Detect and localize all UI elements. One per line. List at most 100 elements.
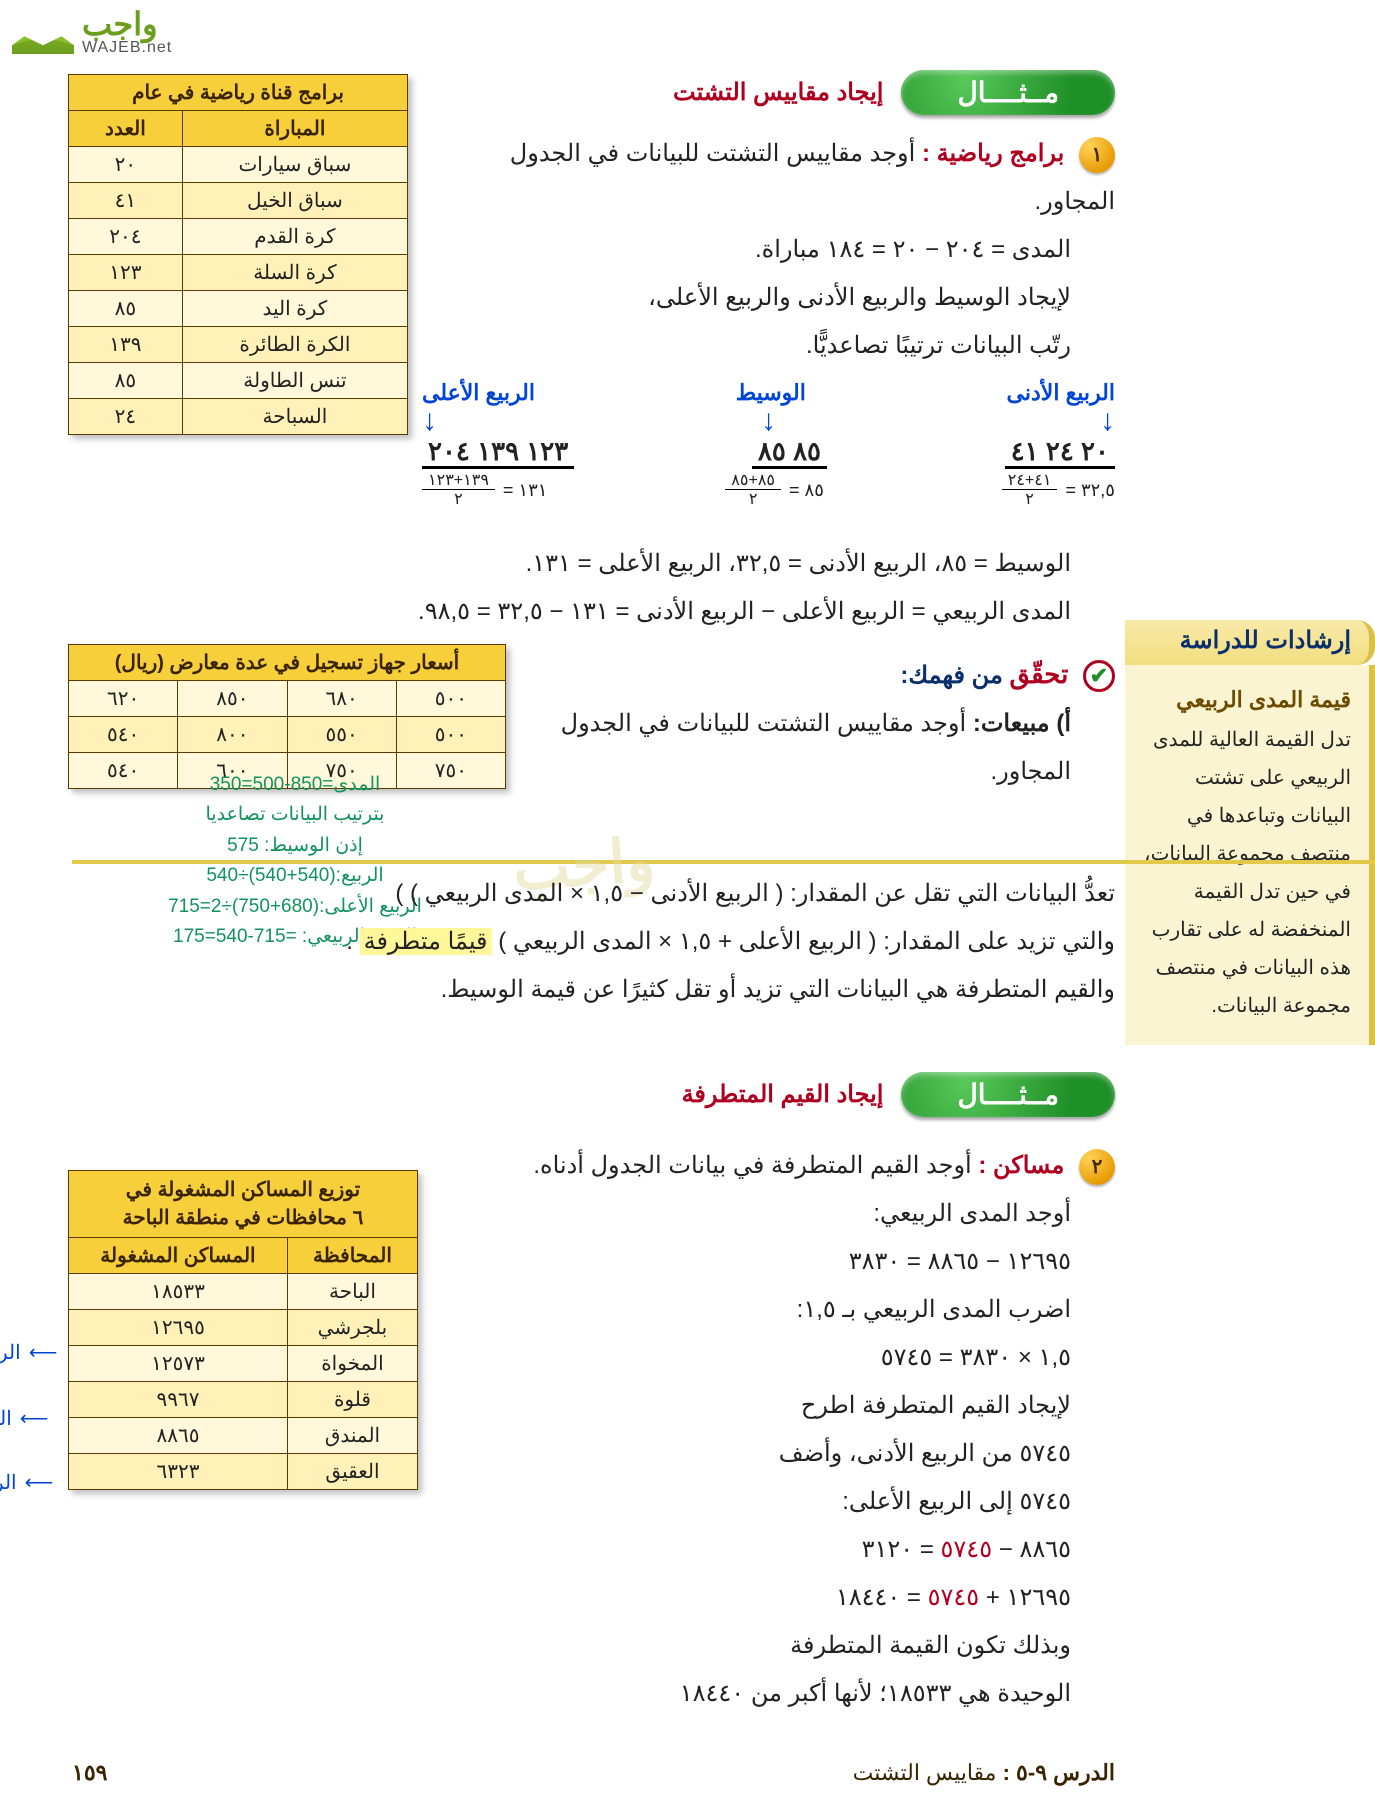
- t3-h2: المساكن المشغولة: [69, 1238, 288, 1274]
- f: ٢: [743, 490, 764, 508]
- example2-title: إيجاد القيم المتطرفة: [682, 1080, 884, 1109]
- t1-c: سباق الخيل: [182, 183, 407, 219]
- ex1-result2: المدى الربيعي = الربيع الأعلى − الربيع ا…: [72, 588, 1115, 636]
- arrow-med-label: الوسيط: [0, 1406, 48, 1431]
- ex1-range: المدى = ٢٠٤ − ٢٠ = ١٨٤ مباراة.: [432, 226, 1115, 274]
- bullet-1-icon: ١: [1079, 137, 1115, 173]
- ex2-l: ٥٧٤٥ من الربيع الأدنى، وأضف: [442, 1430, 1115, 1478]
- t3-h1: المحافظة: [287, 1238, 417, 1274]
- ex2-lead-b: مساكن :: [978, 1152, 1064, 1179]
- t1-c: الكرة الطائرة: [182, 327, 407, 363]
- logo-ar: واجب: [82, 8, 172, 40]
- mid-l2a: والتي تزيد على المقدار: ( الربيع الأعلى …: [492, 928, 1115, 955]
- f: ٤١+٢٤: [1002, 473, 1058, 490]
- bullet-2-icon: ٢: [1079, 1149, 1115, 1185]
- t2c: ٥٠٠: [396, 681, 505, 717]
- lbl-q3: الربيع الأعلى: [422, 380, 535, 406]
- sidebar-tab: إرشادات للدراسة: [1125, 620, 1375, 665]
- ex2-l: ٥٧٤٥: [928, 1584, 980, 1611]
- page-footer: الدرس ٩-٥ : مقاييس التشتت ١٥٩: [72, 1760, 1115, 1786]
- lbl-med: الوسيط: [736, 380, 806, 406]
- t2c: ٦٢٠: [69, 681, 178, 717]
- t3c: المخواة: [287, 1346, 417, 1382]
- f: = ٣٢,٥: [1065, 480, 1115, 501]
- lbl-q1: الربيع الأدنى: [1007, 380, 1115, 406]
- example1-pill: مــثــــال: [901, 70, 1115, 115]
- f: = ١٣١: [503, 480, 548, 501]
- t1-c: السباحة: [182, 399, 407, 435]
- ex2-l: أوجد المدى الربيعي:: [442, 1190, 1115, 1238]
- t3-cap1: توزيع المساكن المشغولة في: [126, 1179, 360, 1201]
- t2c: ٨٥٠: [178, 681, 287, 717]
- example2-pill: مــثــــال: [901, 1072, 1115, 1117]
- check-subtitle: من فهمك:: [900, 662, 1002, 689]
- check-q-label: أ) مبيعات:: [973, 710, 1071, 737]
- mid-l3: والقيم المتطرفة هي البيانات التي تزيد أو…: [72, 966, 1115, 1014]
- t1-c: ٨٥: [69, 363, 183, 399]
- page-content: واجب مــثــــال إيجاد مقاييس التشتت برام…: [72, 70, 1115, 1740]
- t2-caption: أسعار جهاز تسجيل في عدة معارض (ريال): [69, 645, 506, 681]
- ex1-lead: ١ برامج رياضية : أوجد مقاييس التشتت للبي…: [432, 130, 1115, 226]
- nums-q3: ١٢٣ ١٣٩ ٢٠٤: [422, 436, 574, 469]
- t2c: ٥٤٠: [69, 717, 178, 753]
- arrow-q1-label: الربيع الأدنى: [0, 1470, 53, 1495]
- ex2-l: وبذلك تكون القيمة المتطرفة: [442, 1622, 1115, 1670]
- nums-q1: ٢٠ ٢٤ ٤١: [1005, 436, 1115, 469]
- f: ١٣٩+١٢٣: [422, 473, 495, 490]
- t1-c: كرة اليد: [182, 291, 407, 327]
- arrow-q3-label: الربيع الأعلى: [0, 1340, 57, 1365]
- ex2-l: ١٢٦٩٥ − ٨٨٦٥ = ٣٨٣٠: [442, 1238, 1115, 1286]
- ex2-l: ٨٨٦٥ −: [992, 1536, 1071, 1563]
- ex2-lead-r: أوجد القيم المتطرفة في بيانات الجدول أدن…: [533, 1152, 971, 1179]
- ans-l: بترتيب البيانات تصاعديا: [80, 800, 510, 830]
- sidebar-heading: قيمة المدى الربيعي: [1137, 679, 1351, 721]
- t3c: الباحة: [287, 1274, 417, 1310]
- ex2-l: = ٣١٢٠: [862, 1536, 934, 1563]
- mid-l2c: .: [346, 928, 353, 955]
- t1-c: ٤١: [69, 183, 183, 219]
- outlier-definition: تعدُّ البيانات التي تقل عن المقدار: ( ال…: [72, 870, 1115, 1014]
- t3c: ٦٣٢٣: [69, 1454, 288, 1490]
- sidebar-text: تدل القيمة العالية للمدى الربيعي على تشت…: [1137, 721, 1351, 1025]
- book-icon: [12, 10, 74, 54]
- check-icon: ✔: [1083, 660, 1115, 692]
- arrow-down-icon: ↓: [761, 406, 776, 436]
- f: ٢: [1019, 490, 1040, 508]
- t1-h1: المباراة: [182, 111, 407, 147]
- arrow-down-icon: ↓: [1100, 406, 1115, 436]
- t3c: بلجرشي: [287, 1310, 417, 1346]
- check-section: ✔ تحقّق من فهمك: أ) مبيعات: أوجد مقاييس …: [522, 648, 1115, 796]
- t1-c: ١٢٣: [69, 255, 183, 291]
- ex2-l: = ١٨٤٤٠: [836, 1584, 921, 1611]
- ans-l: إذن الوسيط: 575: [80, 831, 510, 861]
- logo-en: WAJEB.net: [82, 40, 172, 56]
- site-logo: واجب WAJEB.net: [12, 8, 172, 56]
- lesson-label: الدرس ٩-٥ :: [1003, 1760, 1115, 1785]
- f: = ٨٥: [789, 480, 824, 501]
- t3c: ٨٨٦٥: [69, 1418, 288, 1454]
- t3c: ٩٩٦٧: [69, 1382, 288, 1418]
- t3-cap2: ٦ محافظات في منطقة الباحة: [123, 1207, 364, 1229]
- f: ٢: [448, 490, 469, 508]
- lesson-name: مقاييس التشتت: [853, 1760, 997, 1785]
- t3c: ١٨٥٣٣: [69, 1274, 288, 1310]
- nums-med: ٨٥ ٨٥: [752, 436, 827, 469]
- ex2-l: ٥٧٤٥ إلى الربيع الأعلى:: [442, 1478, 1115, 1526]
- t1-c: ١٣٩: [69, 327, 183, 363]
- t3c: العقيق: [287, 1454, 417, 1490]
- quartile-diagram: الربيع الأدنى الوسيط الربيع الأعلى ↓ ↓ ↓…: [422, 380, 1115, 508]
- ex1-result1: الوسيط = ٨٥، الربيع الأدنى = ٣٢,٥، الربي…: [72, 540, 1115, 588]
- t2c: ٦٨٠: [287, 681, 396, 717]
- check-title: تحقّق: [1009, 659, 1068, 689]
- ex1-l3: رتّب البيانات ترتيبًا تصاعديًّا.: [432, 322, 1115, 370]
- t1-h2: العدد: [69, 111, 183, 147]
- t1-caption: برامج قناة رياضية في عام: [69, 75, 408, 111]
- ans-l: المدى=850-500=350: [80, 770, 510, 800]
- housing-table: توزيع المساكن المشغولة في ٦ محافظات في م…: [68, 1170, 418, 1490]
- ex2-l: ١,٥ × ٣٨٣٠ = ٥٧٤٥: [442, 1334, 1115, 1382]
- t3c: ١٢٦٩٥: [69, 1310, 288, 1346]
- t1-c: كرة السلة: [182, 255, 407, 291]
- t1-c: ٢٠٤: [69, 219, 183, 255]
- ex1-l2: لإيجاد الوسيط والربيع الأدنى والربيع الأ…: [432, 274, 1115, 322]
- f: ٨٥+٨٥: [725, 473, 781, 490]
